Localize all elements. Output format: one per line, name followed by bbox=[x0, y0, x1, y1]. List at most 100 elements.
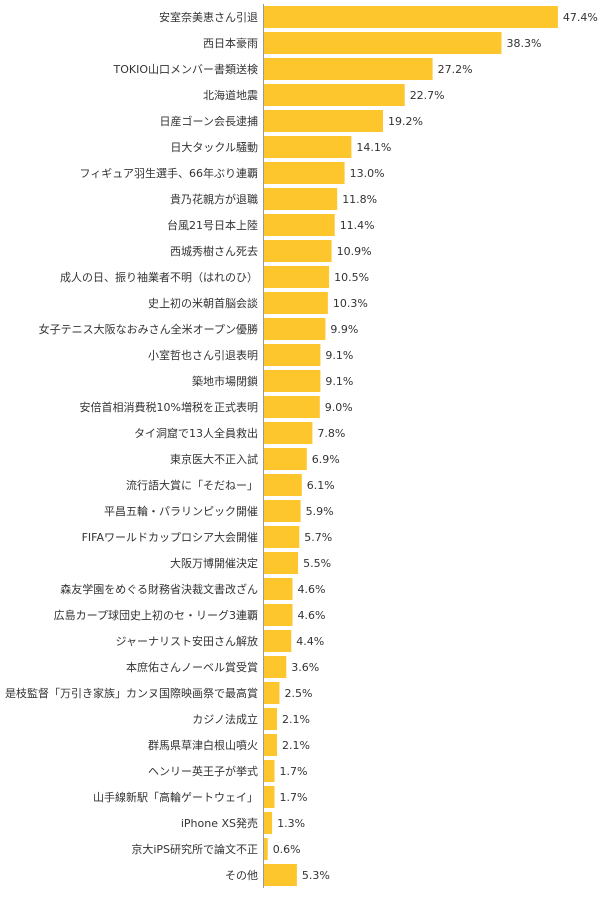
value-label-15: 9.0% bbox=[325, 401, 353, 414]
bar-11 bbox=[264, 292, 328, 314]
category-label-29: ヘンリー英王子が挙式 bbox=[148, 764, 258, 778]
bar-28 bbox=[264, 734, 277, 756]
bar-14 bbox=[264, 370, 321, 392]
value-label-30: 1.7% bbox=[280, 791, 308, 804]
value-label-28: 2.1% bbox=[282, 739, 310, 752]
category-label-23: 広島カープ球団史上初のセ・リーグ3連覇 bbox=[54, 608, 258, 622]
value-label-9: 10.9% bbox=[337, 245, 372, 258]
bar-0 bbox=[264, 6, 558, 28]
bar-31 bbox=[264, 812, 273, 834]
category-label-10: 成人の日、振り袖業者不明（はれのひ） bbox=[60, 270, 258, 284]
value-label-0: 47.4% bbox=[563, 11, 598, 24]
value-label-14: 9.1% bbox=[325, 375, 353, 388]
bar-8 bbox=[264, 214, 335, 236]
value-label-3: 22.7% bbox=[410, 89, 445, 102]
value-label-33: 5.3% bbox=[302, 869, 330, 882]
bar-16 bbox=[264, 422, 313, 444]
value-label-21: 5.5% bbox=[303, 557, 331, 570]
category-label-26: 是枝監督「万引き家族」カンヌ国際映画祭で最高賞 bbox=[5, 686, 258, 700]
category-label-31: iPhone XS発売 bbox=[181, 816, 258, 830]
category-label-25: 本庶佑さんノーベル賞受賞 bbox=[126, 660, 258, 674]
value-label-16: 7.8% bbox=[317, 427, 345, 440]
bar-1 bbox=[264, 32, 502, 54]
category-label-27: カジノ法成立 bbox=[192, 712, 258, 726]
category-label-33: その他 bbox=[225, 869, 258, 882]
category-label-0: 安室奈美恵さん引退 bbox=[159, 10, 258, 24]
value-label-5: 14.1% bbox=[356, 141, 391, 154]
bar-7 bbox=[264, 188, 338, 210]
category-label-4: 日産ゴーン会長逮捕 bbox=[160, 114, 258, 128]
value-label-7: 11.8% bbox=[342, 193, 377, 206]
value-label-12: 9.9% bbox=[330, 323, 358, 336]
bar-3 bbox=[264, 84, 405, 106]
value-label-1: 38.3% bbox=[507, 37, 542, 50]
bar-27 bbox=[264, 708, 277, 730]
value-label-23: 4.6% bbox=[298, 609, 326, 622]
category-label-11: 史上初の米朝首脳会談 bbox=[148, 296, 258, 310]
value-label-19: 5.9% bbox=[306, 505, 334, 518]
category-label-18: 流行語大賞に「そだねー」 bbox=[126, 478, 258, 492]
bar-13 bbox=[264, 344, 321, 366]
category-label-2: TOKIO山口メンバー書類送検 bbox=[113, 62, 259, 76]
category-label-7: 貴乃花親方が退職 bbox=[170, 192, 258, 206]
category-label-15: 安倍首相消費税10%増税を正式表明 bbox=[80, 400, 258, 414]
value-label-29: 1.7% bbox=[280, 765, 308, 778]
bar-21 bbox=[264, 552, 299, 574]
value-label-24: 4.4% bbox=[296, 635, 324, 648]
bar-4 bbox=[264, 110, 383, 132]
category-label-5: 日大タックル騒動 bbox=[170, 140, 258, 154]
bar-12 bbox=[264, 318, 326, 340]
value-label-18: 6.1% bbox=[307, 479, 335, 492]
value-label-11: 10.3% bbox=[333, 297, 368, 310]
bar-10 bbox=[264, 266, 330, 288]
bar-22 bbox=[264, 578, 293, 600]
category-label-6: フィギュア羽生選手、66年ぶり連覇 bbox=[79, 166, 258, 180]
bars-group bbox=[264, 6, 558, 886]
value-label-20: 5.7% bbox=[304, 531, 332, 544]
bar-23 bbox=[264, 604, 293, 626]
bar-26 bbox=[264, 682, 280, 704]
bar-25 bbox=[264, 656, 287, 678]
bar-19 bbox=[264, 500, 301, 522]
value-label-8: 11.4% bbox=[340, 219, 375, 232]
value-label-4: 19.2% bbox=[388, 115, 423, 128]
bar-29 bbox=[264, 760, 275, 782]
category-label-32: 京大iPS研究所で論文不正 bbox=[131, 842, 258, 856]
bar-15 bbox=[264, 396, 320, 418]
bar-24 bbox=[264, 630, 292, 652]
category-label-8: 台風21号日本上陸 bbox=[167, 218, 258, 232]
value-label-6: 13.0% bbox=[350, 167, 385, 180]
value-label-13: 9.1% bbox=[325, 349, 353, 362]
category-label-17: 東京医大不正入試 bbox=[170, 452, 258, 466]
value-label-17: 6.9% bbox=[312, 453, 340, 466]
value-label-27: 2.1% bbox=[282, 713, 310, 726]
value-label-10: 10.5% bbox=[334, 271, 369, 284]
category-label-3: 北海道地震 bbox=[203, 88, 258, 102]
category-label-16: タイ洞窟で13人全員救出 bbox=[134, 426, 258, 440]
bar-2 bbox=[264, 58, 433, 80]
bar-5 bbox=[264, 136, 352, 158]
category-label-14: 築地市場閉鎖 bbox=[192, 374, 258, 388]
bar-6 bbox=[264, 162, 345, 184]
value-label-31: 1.3% bbox=[277, 817, 305, 830]
bar-18 bbox=[264, 474, 302, 496]
category-label-9: 西城秀樹さん死去 bbox=[170, 245, 258, 258]
bar-20 bbox=[264, 526, 300, 548]
category-label-30: 山手線新駅「高輪ゲートウェイ」 bbox=[93, 790, 258, 804]
category-label-19: 平昌五輪・パラリンピック開催 bbox=[104, 504, 258, 518]
value-label-22: 4.6% bbox=[298, 583, 326, 596]
category-label-21: 大阪万博開催決定 bbox=[170, 556, 258, 570]
value-label-2: 27.2% bbox=[438, 63, 473, 76]
category-label-13: 小室哲也さん引退表明 bbox=[148, 348, 258, 362]
value-labels-group: 47.4% 38.3% 27.2% 22.7% 19.2% 14.1% 13.0% 11.8%… bbox=[273, 11, 598, 882]
category-label-1: 西日本豪雨 bbox=[203, 36, 258, 50]
bar-30 bbox=[264, 786, 275, 808]
value-label-26: 2.5% bbox=[285, 687, 313, 700]
value-label-25: 3.6% bbox=[291, 661, 319, 674]
bar-17 bbox=[264, 448, 307, 470]
value-label-32: 0.6% bbox=[273, 843, 301, 856]
category-label-12: 女子テニス大阪なおみさん全米オープン優勝 bbox=[39, 322, 258, 336]
category-label-22: 森友学園をめぐる財務省決裁文書改ざん bbox=[60, 582, 258, 596]
